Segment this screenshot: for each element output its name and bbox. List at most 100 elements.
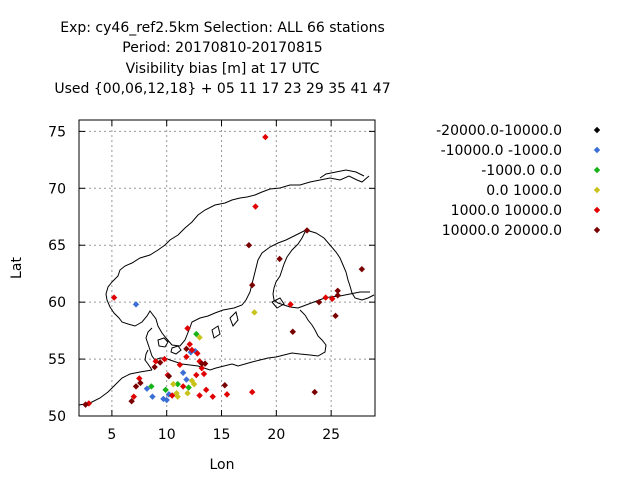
station-marker	[148, 383, 155, 390]
legend-label: 1000.0 10000.0	[451, 203, 562, 219]
station-marker	[130, 393, 138, 400]
station-marker	[334, 287, 341, 294]
station-marker	[183, 345, 190, 353]
coastline	[78, 169, 375, 406]
legend-label: -1000.0 0.0	[481, 163, 562, 179]
legend-label: -20000.0-10000.0	[436, 123, 562, 139]
chart-title-line-3: Visibility bias [m] at 17 UTC	[125, 61, 320, 77]
station-marker	[251, 309, 258, 316]
station-marker	[249, 281, 256, 289]
legend-marker	[593, 166, 601, 174]
station-marker	[143, 385, 151, 392]
station-marker	[198, 360, 205, 367]
station-marker	[190, 380, 198, 388]
legend: -20000.0-10000.0 -10000.0 -1000.0 -1000.0 …	[436, 123, 601, 239]
chart-title-line-4: Used {00,06,12,18} + 05 11 17 23 29 35 4…	[54, 81, 391, 97]
station-marker	[186, 341, 193, 348]
station-marker	[329, 295, 336, 302]
station-marker	[165, 372, 173, 380]
station-marker	[193, 330, 200, 338]
station-marker	[179, 369, 187, 376]
y-tick-label: 65	[48, 238, 66, 254]
y-tick-label: 55	[48, 352, 66, 368]
station-marker	[287, 301, 294, 308]
station-marker	[201, 360, 209, 367]
station-marker	[149, 393, 156, 400]
station-marker	[136, 375, 143, 382]
station-marker	[184, 325, 191, 332]
station-marker	[332, 312, 339, 320]
x-axis-label: Lon	[210, 457, 235, 473]
station-marker	[315, 298, 323, 306]
station-marker	[196, 334, 203, 341]
station-marker	[168, 392, 176, 399]
station-marker	[188, 346, 196, 354]
station-marker	[137, 379, 144, 387]
legend-marker	[593, 226, 601, 234]
y-tick-label: 70	[48, 181, 66, 197]
grid-lines	[79, 120, 375, 417]
y-tick-label: 75	[48, 124, 66, 140]
legend-marker	[593, 186, 601, 194]
legend-label: 0.0 1000.0	[486, 183, 562, 199]
station-marker	[252, 203, 259, 210]
legend-marker	[593, 206, 601, 214]
station-marker	[245, 242, 253, 249]
station-marker	[249, 388, 256, 396]
station-marker	[289, 328, 296, 335]
station-marker	[110, 294, 118, 301]
x-tick-label: 20	[267, 427, 285, 443]
station-marker	[170, 380, 177, 388]
station-marker	[276, 255, 283, 263]
y-tick-label: 60	[48, 295, 66, 311]
station-marker	[183, 376, 190, 383]
station-marker	[303, 227, 311, 234]
station-marker	[184, 390, 191, 397]
legend-label: 10000.0 20000.0	[442, 223, 562, 239]
chart-title-line-1: Exp: cy46_ref2.5km Selection: ALL 66 sta…	[60, 20, 385, 36]
station-marker	[194, 350, 201, 357]
station-marker	[185, 384, 192, 391]
station-marker	[200, 370, 208, 378]
station-marker	[223, 391, 231, 398]
station-marker	[358, 265, 366, 273]
station-marker	[179, 383, 187, 390]
station-marker	[162, 386, 169, 394]
station-marker	[173, 390, 180, 397]
y-axis-label: Lat	[9, 257, 25, 279]
station-marker	[132, 383, 140, 390]
station-marker	[334, 292, 341, 299]
legend-marker	[593, 146, 601, 154]
station-marker	[202, 386, 210, 394]
station-marker	[193, 371, 200, 379]
x-tick-label: 25	[322, 427, 340, 443]
x-tick-label: 15	[213, 427, 231, 443]
station-marker	[161, 355, 168, 363]
legend-marker	[593, 126, 601, 134]
y-tick-label: 50	[48, 409, 66, 425]
station-marker	[322, 294, 329, 301]
station-marker	[132, 301, 140, 308]
station-marker	[176, 361, 184, 368]
x-tick-label: 5	[107, 427, 116, 443]
station-marker	[209, 393, 216, 400]
station-marker	[311, 388, 318, 396]
station-markers	[82, 133, 366, 408]
station-marker	[262, 133, 269, 141]
station-marker	[82, 401, 89, 408]
station-marker	[128, 398, 135, 405]
station-marker	[152, 358, 159, 365]
station-marker	[183, 353, 190, 360]
plot-frame	[78, 119, 376, 417]
station-marker	[196, 392, 203, 399]
station-marker	[151, 363, 158, 371]
station-marker	[221, 382, 229, 389]
x-tick-label: 10	[158, 427, 176, 443]
station-marker	[174, 380, 181, 388]
station-marker	[156, 359, 164, 366]
legend-label: -10000.0 -1000.0	[441, 143, 562, 159]
chart-title-line-2: Period: 20170810-20170815	[122, 40, 323, 56]
station-marker	[198, 364, 205, 372]
station-marker	[163, 396, 170, 404]
